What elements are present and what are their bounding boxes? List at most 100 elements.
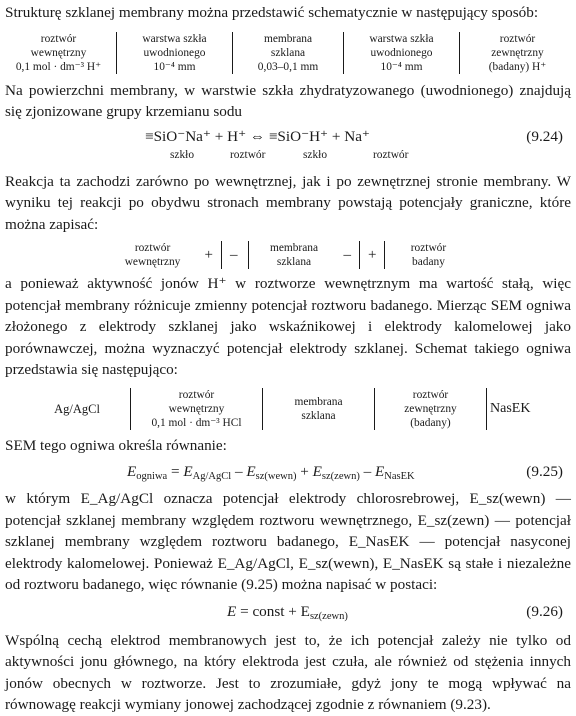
scheme-hydrated-layer-outer: warstwa szkła uwodnionego 10⁻⁴ mm: [348, 32, 455, 74]
scheme-cell-line: szklana: [301, 409, 336, 422]
scheme-reference-electrode: Ag/AgCl: [26, 402, 128, 416]
scheme-cell-line: zewnętrzny: [491, 46, 544, 59]
scheme-inner-solution: roztwór wewnętrzny: [107, 241, 199, 269]
scheme-cell-line: uwodnionego: [143, 46, 206, 59]
cell-scheme: Ag/AgCl roztwór wewnętrzny 0,1 mol · dm⁻…: [5, 387, 571, 430]
scheme-cell-line: uwodnionego: [370, 46, 433, 59]
paragraph-4: SEM tego ogniwa określa równanie:: [5, 436, 227, 454]
scheme-sample-solution: roztwór badany: [387, 241, 469, 269]
phase-boundary: [374, 387, 375, 430]
equation-9-25: Eogniwa = EAg/AgCl – Esz(wewn) + Esz(zew…: [5, 460, 571, 484]
scheme-cell-line: 10⁻⁴ mm: [380, 60, 423, 73]
label-solution: roztwór: [230, 148, 266, 161]
scheme-cell-line: wewnętrzny: [30, 46, 87, 59]
scheme-cell-line: roztwór: [410, 242, 447, 254]
equation-number: (9.25): [526, 463, 563, 480]
label-glass: szkło: [303, 148, 328, 161]
symbol-e: E: [127, 463, 137, 480]
phase-boundary: [359, 241, 360, 269]
symbol-e: E: [246, 463, 256, 480]
equation-9-24-labels: szkło roztwór szkło roztwór: [5, 149, 571, 165]
phase-boundary: [486, 387, 487, 430]
paragraph-5: w którym E_Ag/AgCl oznacza potencjał ele…: [5, 490, 571, 593]
scheme-cell-line: 10⁻⁴ mm: [153, 60, 196, 73]
scheme-cell-line: membrana: [294, 395, 343, 408]
scheme-cell-line: roztwór: [178, 388, 215, 401]
phase-boundary: [384, 241, 386, 269]
scheme-glass-membrane: membrana szklana 0,03–0,1 mm: [237, 32, 339, 74]
phase-boundary: [116, 31, 117, 74]
operator: +: [300, 463, 309, 480]
label-solution: roztwór: [373, 148, 409, 161]
equation-number: (9.26): [526, 602, 563, 620]
phase-boundary: [459, 31, 460, 74]
paragraph-2: Reakcja ta zachodzi zarówno po wewnętrzn…: [5, 172, 571, 233]
membrane-structure-scheme: roztwór wewnętrzny 0,1 mol · dm⁻³ H⁺ war…: [5, 31, 571, 74]
paragraph-3: a ponieważ aktywność jonów H⁺ w roztworz…: [5, 275, 571, 378]
operator: =: [171, 463, 180, 480]
scheme-outer-solution: roztwór zewnętrzny (badany) H⁺: [464, 32, 571, 74]
scheme-cell-line: roztwór: [499, 32, 536, 45]
charge-sign: +: [204, 246, 213, 263]
scheme-cell-line: membrana: [263, 32, 313, 45]
equation-9-24: ≡SiO⁻Na⁺ + H⁺ ⇔ ≡SiO⁻H⁺ + Na⁺ (9.24): [5, 125, 571, 149]
charge-sign: –: [343, 246, 352, 263]
scheme-cell-line: badany: [412, 256, 445, 268]
equation-body: Eogniwa = EAg/AgCl – Esz(wewn) + Esz(zew…: [127, 460, 415, 489]
subscript: ogniwa: [136, 471, 168, 482]
paragraph-6: Wspólną cechą elektrod membranowych jest…: [5, 631, 571, 714]
symbol-e: E: [312, 463, 322, 480]
scheme-cell-line: roztwór: [412, 388, 449, 401]
subscript: NasEK: [384, 471, 415, 482]
scheme-cell-line: szklana: [276, 256, 312, 268]
boundary-potential-scheme: roztwór wewnętrzny + – membrana szklana …: [5, 241, 571, 269]
intro-text: Strukturę szklanej membrany można przeds…: [5, 4, 539, 21]
symbol-e: E: [183, 463, 193, 480]
equation-body: ≡SiO⁻Na⁺ + H⁺ ⇔ ≡SiO⁻H⁺ + Na⁺: [145, 127, 370, 145]
equation-number: (9.24): [526, 127, 563, 145]
subscript: sz(zewn): [321, 471, 360, 482]
scheme-cell-line: wewnętrzny: [124, 256, 181, 268]
operator: –: [363, 463, 372, 480]
scheme-cell-line: 0,03–0,1 mm: [257, 60, 319, 73]
paragraph-1: Na powierzchni membrany, w warstwie szkł…: [5, 81, 571, 121]
scheme-cell-line: wewnętrzny: [168, 402, 225, 415]
scheme-cell-line: Ag/AgCl: [54, 401, 100, 416]
phase-boundary: [232, 31, 233, 74]
scheme-cell-line: zewnętrzny: [404, 402, 457, 415]
phase-boundary: [343, 31, 344, 74]
scheme-cell-line: (badany): [410, 416, 451, 429]
scheme-cell-line: 0,1 mol · dm⁻³ H⁺: [15, 60, 102, 73]
equation-9-26: E = const + Esz(zewn) (9.26): [5, 600, 571, 624]
equation-rhs: = const + E: [240, 602, 310, 620]
phase-boundary: [130, 387, 131, 430]
scheme-glass-membrane: membrana szklana: [265, 395, 372, 423]
scheme-cell-line: roztwór: [134, 242, 171, 254]
scheme-cell-line: NasEK: [490, 400, 531, 416]
symbol-e: E: [375, 463, 385, 480]
document-page: Strukturę szklanej membrany można przeds…: [5, 2, 571, 716]
phase-boundary: [247, 241, 249, 269]
scheme-sample-solution: roztwór zewnętrzny (badany): [377, 388, 484, 430]
equation-body: E = const + Esz(zewn): [227, 600, 348, 629]
charge-sign: +: [368, 246, 377, 263]
scheme-cell-line: warstwa szkła: [369, 32, 434, 45]
scheme-cell-line: roztwór: [40, 32, 77, 45]
scheme-hydrated-layer-inner: warstwa szkła uwodnionego 10⁻⁴ mm: [121, 32, 228, 74]
phase-boundary: [221, 241, 222, 269]
scheme-cell-line: warstwa szkła: [142, 32, 207, 45]
scheme-cell-line: (badany) H⁺: [488, 60, 547, 73]
label-glass: szkło: [170, 148, 195, 161]
scheme-cell-line: 0,1 mol · dm⁻³ HCl: [151, 416, 242, 429]
charge-sign: –: [230, 246, 238, 263]
subscript: sz(wewn): [255, 471, 297, 482]
scheme-cell-line: membrana: [269, 242, 319, 254]
scheme-glass-membrane: membrana szklana: [251, 241, 338, 269]
subscript: Ag/AgCl: [192, 471, 232, 482]
scheme-calomel-electrode: NasEK: [490, 401, 550, 417]
operator: –: [234, 463, 243, 480]
subscript: sz(zewn): [309, 610, 348, 622]
symbol-e: E: [227, 602, 237, 620]
scheme-inner-solution: roztwór wewnętrzny 0,1 mol · dm⁻³ HCl: [133, 388, 260, 430]
scheme-inner-solution: roztwór wewnętrzny 0,1 mol · dm⁻³ H⁺: [5, 32, 112, 74]
